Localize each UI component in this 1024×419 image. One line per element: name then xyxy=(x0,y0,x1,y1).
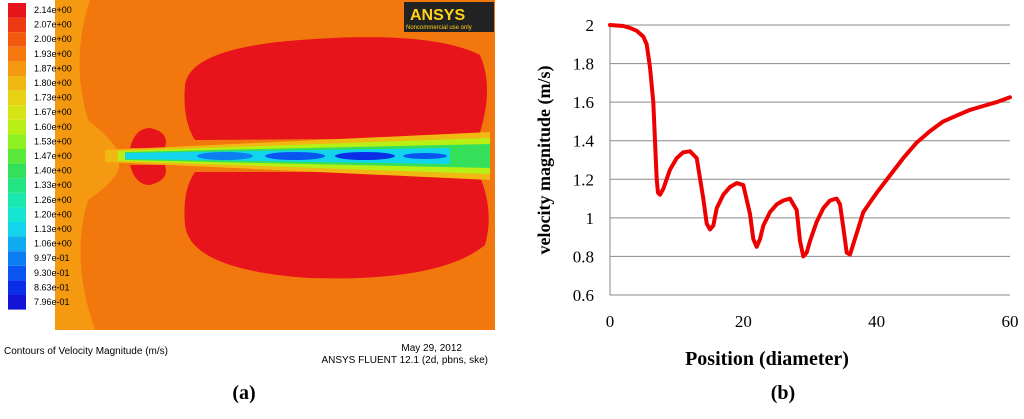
velocity-series-line xyxy=(608,23,1012,259)
jet-cell-2 xyxy=(265,152,325,160)
panel-a-label: (a) xyxy=(232,382,256,404)
legend-swatch xyxy=(8,236,26,252)
lower-small-lobe xyxy=(130,165,166,185)
velocity-line-chart: 0.6 0.8 1 1.2 1.4 1.6 1.8 2 0 20 40 60 Position (d… xyxy=(534,16,1019,370)
legend-value: 2.00e+00 xyxy=(34,34,72,44)
legend-value: 1.33e+00 xyxy=(34,180,72,190)
legend-swatch xyxy=(8,3,26,18)
ansys-logo: ANSYS xyxy=(410,7,465,24)
legend-swatch xyxy=(8,163,26,179)
legend-swatch xyxy=(8,149,26,164)
legend-swatch xyxy=(8,178,26,193)
contour-plot: 2.14e+00 2.07e+00 2.00e+00 1.93e+00 1.87e+00… xyxy=(0,0,500,366)
panel-b-label: (b) xyxy=(770,382,796,404)
legend-value: 1.80e+00 xyxy=(34,78,72,88)
legend-value: 8.63e-01 xyxy=(34,282,70,292)
ansys-logo-box xyxy=(404,2,494,32)
legend-value: 7.96e-01 xyxy=(34,297,70,307)
legend-value: 1.47e+00 xyxy=(34,151,72,161)
legend-swatch xyxy=(8,280,26,295)
y-tick-label: 0.8 xyxy=(573,247,594,266)
x-axis-label: Position (diameter) xyxy=(685,348,849,370)
legend-swatch xyxy=(8,222,26,237)
jet-cell-4 xyxy=(403,153,447,159)
contour-caption: Contours of Velocity Magnitude (m/s) xyxy=(4,346,168,357)
jet-cell-3 xyxy=(335,152,395,160)
x-tick-label: 20 xyxy=(735,312,752,331)
contour-panel: 2.14e+00 2.07e+00 2.00e+00 1.93e+00 1.87e+00… xyxy=(0,0,500,414)
legend-value: 1.67e+00 xyxy=(34,107,72,117)
legend-swatch xyxy=(8,90,26,106)
legend-value: 1.73e+00 xyxy=(34,93,72,103)
y-tick-label: 1 xyxy=(586,209,595,228)
legend-swatch xyxy=(8,46,26,62)
y-tick-label: 1.8 xyxy=(573,55,594,74)
legend-value: 1.40e+00 xyxy=(34,166,72,176)
lower-lobe xyxy=(184,172,489,279)
x-tick-label: 60 xyxy=(1002,312,1019,331)
legend-swatch xyxy=(8,119,26,135)
legend-value: 1.87e+00 xyxy=(34,63,72,73)
color-legend: 2.14e+00 2.07e+00 2.00e+00 1.93e+00 1.87e+00… xyxy=(8,3,72,310)
legend-swatch xyxy=(8,251,26,266)
legend-swatch xyxy=(8,32,26,47)
legend-value: 1.06e+00 xyxy=(34,239,72,249)
inlet-zone xyxy=(55,0,120,330)
x-tick-label: 40 xyxy=(868,312,885,331)
legend-value: 1.60e+00 xyxy=(34,122,72,132)
grid-lines xyxy=(609,24,1010,296)
legend-swatch xyxy=(8,265,26,281)
legend-value: 1.26e+00 xyxy=(34,195,72,205)
y-tick-label: 0.6 xyxy=(573,286,594,305)
legend-swatch xyxy=(8,17,26,33)
legend-value: 1.93e+00 xyxy=(34,49,72,59)
x-tick-labels: 0 20 40 60 xyxy=(606,312,1019,331)
legend-value: 1.20e+00 xyxy=(34,209,72,219)
y-axis-label: velocity magnitude (m/s) xyxy=(534,66,555,255)
contour-date: May 29, 2012 xyxy=(401,343,462,354)
ansys-logo-sub: Noncommercial use only xyxy=(406,25,472,31)
y-tick-label: 1.4 xyxy=(573,132,595,151)
upper-small-lobe xyxy=(130,128,166,148)
jet-cell-1 xyxy=(197,152,253,160)
legend-swatch xyxy=(8,134,26,149)
x-tick-label: 0 xyxy=(606,312,615,331)
y-tick-labels: 0.6 0.8 1 1.2 1.4 1.6 1.8 2 xyxy=(573,16,595,305)
legend-value: 1.13e+00 xyxy=(34,224,72,234)
legend-swatch xyxy=(8,61,26,76)
legend-swatch xyxy=(8,192,26,208)
contour-solver: ANSYS FLUENT 12.1 (2d, pbns, ske) xyxy=(321,355,488,366)
legend-swatch xyxy=(8,207,26,222)
y-tick-label: 2 xyxy=(586,16,595,35)
legend-value: 2.07e+00 xyxy=(34,20,72,30)
legend-value: 2.14e+00 xyxy=(34,5,72,15)
legend-swatch xyxy=(8,105,26,120)
legend-value: 1.53e+00 xyxy=(34,136,72,146)
legend-value: 9.97e-01 xyxy=(34,253,70,263)
legend-swatch xyxy=(8,76,26,91)
legend-value: 9.30e-01 xyxy=(34,268,70,278)
y-tick-label: 1.2 xyxy=(573,170,594,189)
upper-lobe xyxy=(184,37,488,141)
y-tick-label: 1.6 xyxy=(573,93,594,112)
legend-swatch xyxy=(8,295,26,310)
line-chart-panel: 0.6 0.8 1 1.2 1.4 1.6 1.8 2 0 20 40 60 Position (d… xyxy=(520,0,1024,414)
